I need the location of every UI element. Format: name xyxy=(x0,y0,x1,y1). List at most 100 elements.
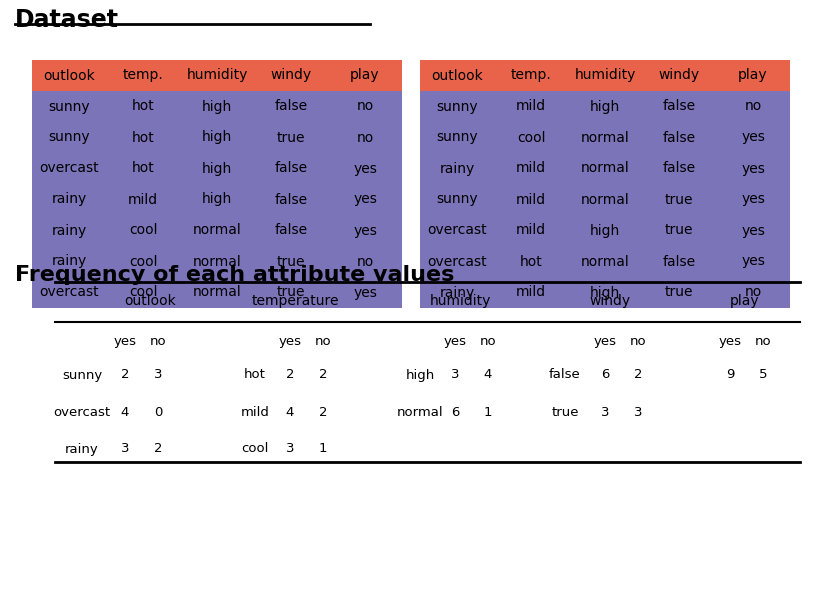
Text: no: no xyxy=(745,286,762,300)
FancyBboxPatch shape xyxy=(254,153,328,184)
Text: cool: cool xyxy=(242,442,269,455)
Text: false: false xyxy=(549,369,581,382)
FancyBboxPatch shape xyxy=(106,246,180,277)
FancyBboxPatch shape xyxy=(494,122,568,153)
Text: play: play xyxy=(738,68,768,83)
Text: humidity: humidity xyxy=(429,294,491,308)
Text: false: false xyxy=(275,224,308,238)
Text: overcast: overcast xyxy=(53,405,110,418)
Text: high: high xyxy=(202,192,232,206)
Text: yes: yes xyxy=(353,192,377,206)
Text: yes: yes xyxy=(593,335,617,348)
FancyBboxPatch shape xyxy=(328,153,402,184)
Text: true: true xyxy=(276,130,305,145)
Text: rainy: rainy xyxy=(439,162,475,175)
Text: windy: windy xyxy=(658,68,700,83)
FancyBboxPatch shape xyxy=(568,122,642,153)
FancyBboxPatch shape xyxy=(494,91,568,122)
FancyBboxPatch shape xyxy=(716,91,790,122)
FancyBboxPatch shape xyxy=(106,277,180,308)
FancyBboxPatch shape xyxy=(420,215,494,246)
FancyBboxPatch shape xyxy=(420,91,494,122)
Text: cool: cool xyxy=(517,130,545,145)
Text: true: true xyxy=(551,405,579,418)
Text: high: high xyxy=(405,369,435,382)
FancyBboxPatch shape xyxy=(568,277,642,308)
FancyBboxPatch shape xyxy=(328,184,402,215)
Text: high: high xyxy=(202,100,232,113)
Text: Frequency of each attribute values: Frequency of each attribute values xyxy=(15,265,454,285)
Text: high: high xyxy=(202,130,232,145)
FancyBboxPatch shape xyxy=(716,184,790,215)
Text: overcast: overcast xyxy=(427,224,487,238)
FancyBboxPatch shape xyxy=(180,277,254,308)
FancyBboxPatch shape xyxy=(568,215,642,246)
Text: false: false xyxy=(275,100,308,113)
Text: yes: yes xyxy=(741,254,765,268)
Text: yes: yes xyxy=(719,335,741,348)
Text: mild: mild xyxy=(516,162,546,175)
Text: 6: 6 xyxy=(601,369,609,382)
Text: 3: 3 xyxy=(601,405,609,418)
Text: high: high xyxy=(202,162,232,175)
Text: mild: mild xyxy=(516,224,546,238)
Text: play: play xyxy=(350,68,380,83)
Text: no: no xyxy=(356,254,374,268)
FancyBboxPatch shape xyxy=(254,184,328,215)
FancyBboxPatch shape xyxy=(494,153,568,184)
Text: 2: 2 xyxy=(154,442,162,455)
Text: yes: yes xyxy=(353,162,377,175)
Text: 4: 4 xyxy=(484,369,492,382)
Text: normal: normal xyxy=(193,286,242,300)
FancyBboxPatch shape xyxy=(328,277,402,308)
FancyBboxPatch shape xyxy=(328,122,402,153)
Text: high: high xyxy=(590,224,620,238)
Text: temp.: temp. xyxy=(510,68,551,83)
Text: hot: hot xyxy=(132,162,154,175)
Text: 3: 3 xyxy=(451,369,459,382)
Text: false: false xyxy=(662,254,696,268)
FancyBboxPatch shape xyxy=(106,122,180,153)
FancyBboxPatch shape xyxy=(568,153,642,184)
FancyBboxPatch shape xyxy=(32,277,106,308)
Text: normal: normal xyxy=(581,192,629,206)
FancyBboxPatch shape xyxy=(420,60,494,91)
Text: overcast: overcast xyxy=(39,162,99,175)
FancyBboxPatch shape xyxy=(180,91,254,122)
Text: mild: mild xyxy=(516,192,546,206)
Text: 2: 2 xyxy=(319,369,327,382)
Text: 1: 1 xyxy=(484,405,492,418)
Text: mild: mild xyxy=(516,100,546,113)
Text: true: true xyxy=(276,286,305,300)
Text: true: true xyxy=(665,224,693,238)
FancyBboxPatch shape xyxy=(716,215,790,246)
FancyBboxPatch shape xyxy=(568,60,642,91)
FancyBboxPatch shape xyxy=(420,184,494,215)
Text: outlook: outlook xyxy=(124,294,176,308)
Text: normal: normal xyxy=(581,162,629,175)
FancyBboxPatch shape xyxy=(106,215,180,246)
FancyBboxPatch shape xyxy=(420,277,494,308)
Text: false: false xyxy=(662,100,696,113)
FancyBboxPatch shape xyxy=(254,60,328,91)
Text: humidity: humidity xyxy=(574,68,636,83)
Text: high: high xyxy=(590,286,620,300)
Text: yes: yes xyxy=(741,162,765,175)
FancyBboxPatch shape xyxy=(254,215,328,246)
Text: 0: 0 xyxy=(154,405,162,418)
Text: yes: yes xyxy=(279,335,301,348)
Text: cool: cool xyxy=(129,224,157,238)
FancyBboxPatch shape xyxy=(180,246,254,277)
Text: rainy: rainy xyxy=(65,442,99,455)
FancyBboxPatch shape xyxy=(716,153,790,184)
Text: 9: 9 xyxy=(725,369,735,382)
FancyBboxPatch shape xyxy=(254,91,328,122)
Text: 2: 2 xyxy=(634,369,642,382)
FancyBboxPatch shape xyxy=(716,60,790,91)
Text: false: false xyxy=(662,130,696,145)
FancyBboxPatch shape xyxy=(716,122,790,153)
FancyBboxPatch shape xyxy=(180,153,254,184)
Text: yes: yes xyxy=(443,335,466,348)
Text: play: play xyxy=(730,294,759,308)
FancyBboxPatch shape xyxy=(494,246,568,277)
